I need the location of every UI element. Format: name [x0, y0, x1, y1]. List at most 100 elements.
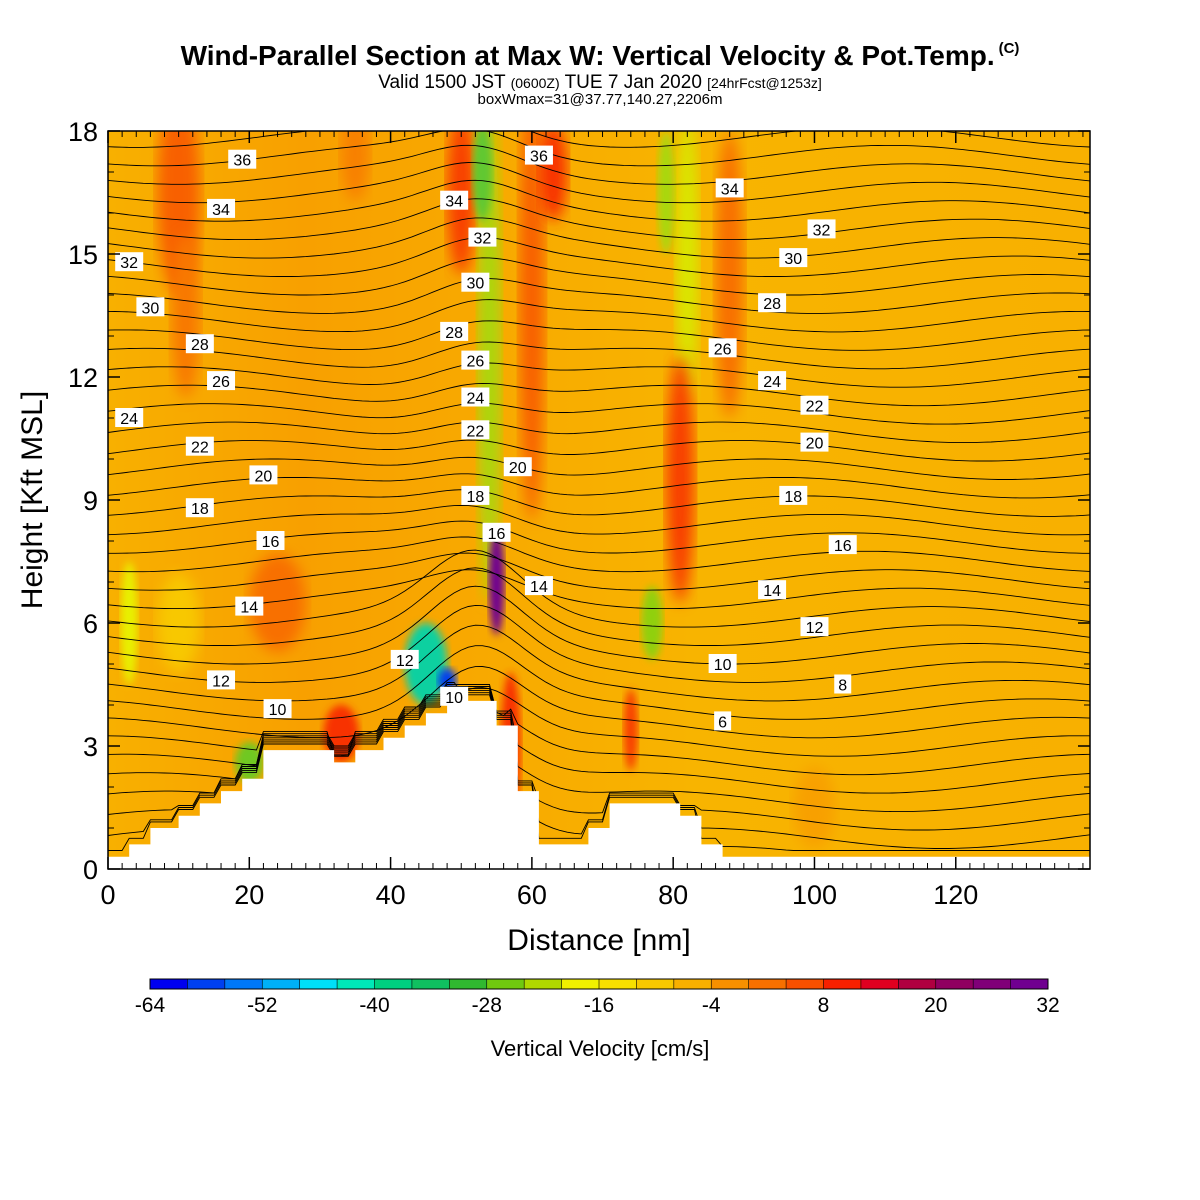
contour-label-text: 30: [466, 276, 484, 293]
contour-label-text: 28: [191, 337, 209, 354]
velocity-field: [108, 131, 1090, 869]
contour-label-text: 20: [806, 436, 824, 453]
contour-label-bg: [263, 699, 292, 719]
contour-label-text: 10: [445, 690, 463, 707]
contour-label: 24: [461, 387, 490, 408]
contour-label: 8: [834, 674, 852, 695]
chart-title: Wind-Parallel Section at Max W: Vertical…: [0, 40, 1200, 72]
contour-label-bg: [714, 711, 732, 731]
colorbar-swatch: [898, 979, 937, 989]
contour-label: 36: [228, 149, 257, 170]
contour-label-text: 6: [718, 714, 727, 731]
colorbar-swatch: [224, 979, 263, 989]
contour-label-bg: [461, 485, 490, 505]
colorbar-swatch: [636, 979, 675, 989]
theta-contour-line: [108, 341, 1090, 370]
contour-label-bg: [779, 485, 808, 505]
title-note: (C): [998, 40, 1020, 57]
colorbar-tick-label: -40: [359, 994, 389, 1017]
contour-label: 34: [207, 198, 236, 219]
colorbar-swatch: [711, 979, 750, 989]
terrain-shape: [108, 700, 1090, 869]
colorbar-swatch: [150, 979, 188, 989]
contour-label-text: 32: [813, 222, 831, 239]
colorbar-swatch: [599, 979, 637, 989]
box-wmax-info: boxWmax=31@37.77,140.27,2206m: [477, 91, 723, 108]
velocity-blob: [666, 356, 695, 603]
contour-label-bg: [758, 580, 787, 600]
theta-contour-line: [108, 666, 1090, 739]
contour-label-bg: [185, 436, 214, 456]
contour-label-bg: [185, 334, 214, 354]
contour-label: 10: [708, 654, 737, 674]
colorbar-swatch: [449, 979, 488, 989]
contour-label-text: 36: [233, 153, 251, 170]
theta-contour-line: [108, 299, 1090, 333]
colorbar-swatch: [524, 979, 563, 989]
theta-contour-line: [108, 690, 1090, 831]
theta-contour-line: [108, 382, 1090, 407]
contour-label-bg: [185, 498, 214, 518]
contour-label-text: 16: [262, 534, 280, 551]
contour-label-text: 18: [466, 489, 484, 506]
y-tick-label: 15: [68, 240, 98, 270]
contour-label-text: 34: [212, 202, 230, 219]
valid-time: Valid 1500 JST: [378, 72, 506, 93]
colorbar-swatch: [299, 979, 338, 989]
contour-label-bg: [228, 149, 257, 169]
y-tick-label: 18: [68, 117, 98, 147]
theta-contour-line: [108, 362, 1090, 388]
contour-label-text: 24: [120, 411, 138, 428]
colorbar-swatch: [1010, 979, 1049, 989]
contour-label-bg: [828, 535, 857, 555]
y-axis-label: Height [Kft MSL]: [16, 391, 49, 609]
y-tick-label: 6: [83, 609, 98, 639]
contour-label: 12: [207, 670, 236, 690]
contour-label-text: 28: [445, 325, 463, 342]
contour-label-text: 22: [191, 440, 209, 457]
contour-label-bg: [800, 432, 829, 452]
colorbar-swatch: [486, 979, 525, 989]
contour-label: 20: [249, 465, 278, 485]
velocity-blob: [472, 131, 493, 222]
contour-label-text: 24: [466, 391, 484, 408]
contour-label: 26: [461, 350, 490, 371]
contour-label-text: 14: [240, 600, 258, 617]
contour-label-bg: [207, 198, 236, 218]
theta-contour-line: [108, 144, 1090, 185]
theta-contour-line: [108, 179, 1090, 222]
x-tick-label: 40: [376, 880, 406, 910]
contour-label: 10: [263, 699, 292, 719]
colorbar-swatch: [973, 979, 1012, 989]
contour-label-text: 8: [838, 678, 847, 695]
theta-contour-line: [108, 504, 1090, 536]
contour-label-bg: [461, 420, 490, 440]
theta-contour-line: [108, 567, 1090, 646]
contour-label: 26: [708, 338, 737, 358]
velocity-blob: [157, 573, 200, 673]
contour-label-text: 32: [120, 255, 138, 272]
colorbar: -64 -52 -40 -28 -16 -4 8 20 32: [135, 978, 1060, 1017]
contour-label: 18: [185, 498, 214, 518]
x-tick-label: 120: [933, 880, 978, 910]
x-axis-label: Distance [nm]: [507, 924, 690, 957]
contour-label-text: 34: [721, 181, 739, 198]
colorbar-tick-label: -64: [135, 994, 166, 1017]
contour-label-text: 30: [141, 300, 159, 317]
field-base: [108, 131, 1090, 869]
contour-label-bg: [834, 674, 852, 694]
theta-contour-line: [108, 217, 1090, 259]
contour-label: 28: [440, 321, 469, 342]
colorbar-swatch: [935, 979, 974, 989]
contour-label: 18: [779, 485, 808, 506]
theta-contour-line: [108, 694, 1090, 851]
theta-contour-line: [108, 569, 1090, 610]
theta-contour-line: [108, 692, 1090, 849]
velocity-blob: [478, 131, 501, 603]
theta-contour-line: [108, 198, 1090, 241]
contour-label-text: 10: [269, 702, 287, 719]
colorbar-tick-label: 20: [924, 994, 947, 1017]
contour-label-text: 36: [530, 149, 548, 166]
contour-label: 22: [800, 395, 829, 416]
